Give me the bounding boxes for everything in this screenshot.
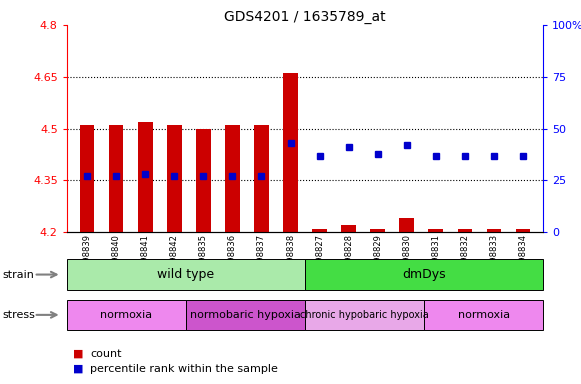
Bar: [254, 125, 269, 232]
Bar: [80, 125, 95, 232]
Text: ■: ■: [73, 349, 83, 359]
Bar: [429, 229, 443, 232]
Text: strain: strain: [3, 270, 35, 280]
Bar: [487, 229, 501, 232]
Text: normobaric hypoxia: normobaric hypoxia: [190, 310, 301, 320]
Bar: [313, 229, 327, 232]
Bar: [138, 122, 152, 232]
Bar: [342, 225, 356, 232]
Text: count: count: [90, 349, 121, 359]
Text: normoxia: normoxia: [458, 310, 510, 320]
Text: normoxia: normoxia: [101, 310, 152, 320]
Text: stress: stress: [3, 310, 36, 320]
Text: percentile rank within the sample: percentile rank within the sample: [90, 364, 278, 374]
Bar: [371, 229, 385, 232]
Bar: [400, 218, 414, 232]
Bar: [284, 73, 298, 232]
Text: wild type: wild type: [157, 268, 214, 281]
Bar: [225, 125, 240, 232]
Bar: [109, 125, 124, 232]
Bar: [458, 229, 472, 232]
Bar: [196, 129, 211, 232]
Bar: [167, 125, 182, 232]
Text: chronic hypobaric hypoxia: chronic hypobaric hypoxia: [300, 310, 429, 320]
Text: ■: ■: [73, 364, 83, 374]
Text: dmDys: dmDys: [402, 268, 446, 281]
Text: GDS4201 / 1635789_at: GDS4201 / 1635789_at: [224, 10, 386, 23]
Bar: [516, 229, 530, 232]
